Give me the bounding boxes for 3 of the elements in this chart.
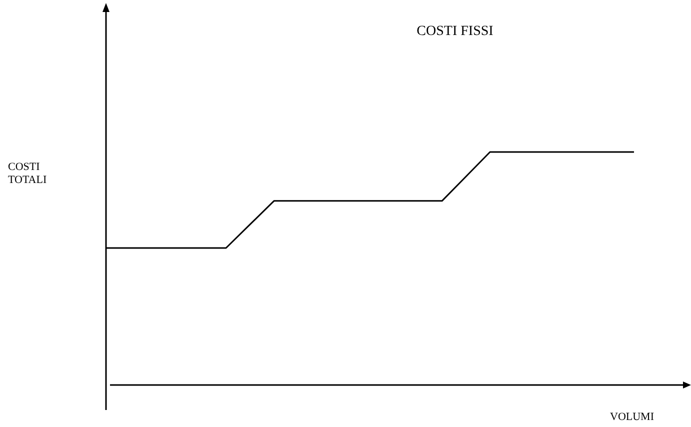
x-axis-title: VOLUMI bbox=[610, 411, 654, 423]
chart-title: COSTI FISSI bbox=[416, 24, 494, 39]
y-axis-title: COSTI TOTALI bbox=[8, 161, 47, 186]
